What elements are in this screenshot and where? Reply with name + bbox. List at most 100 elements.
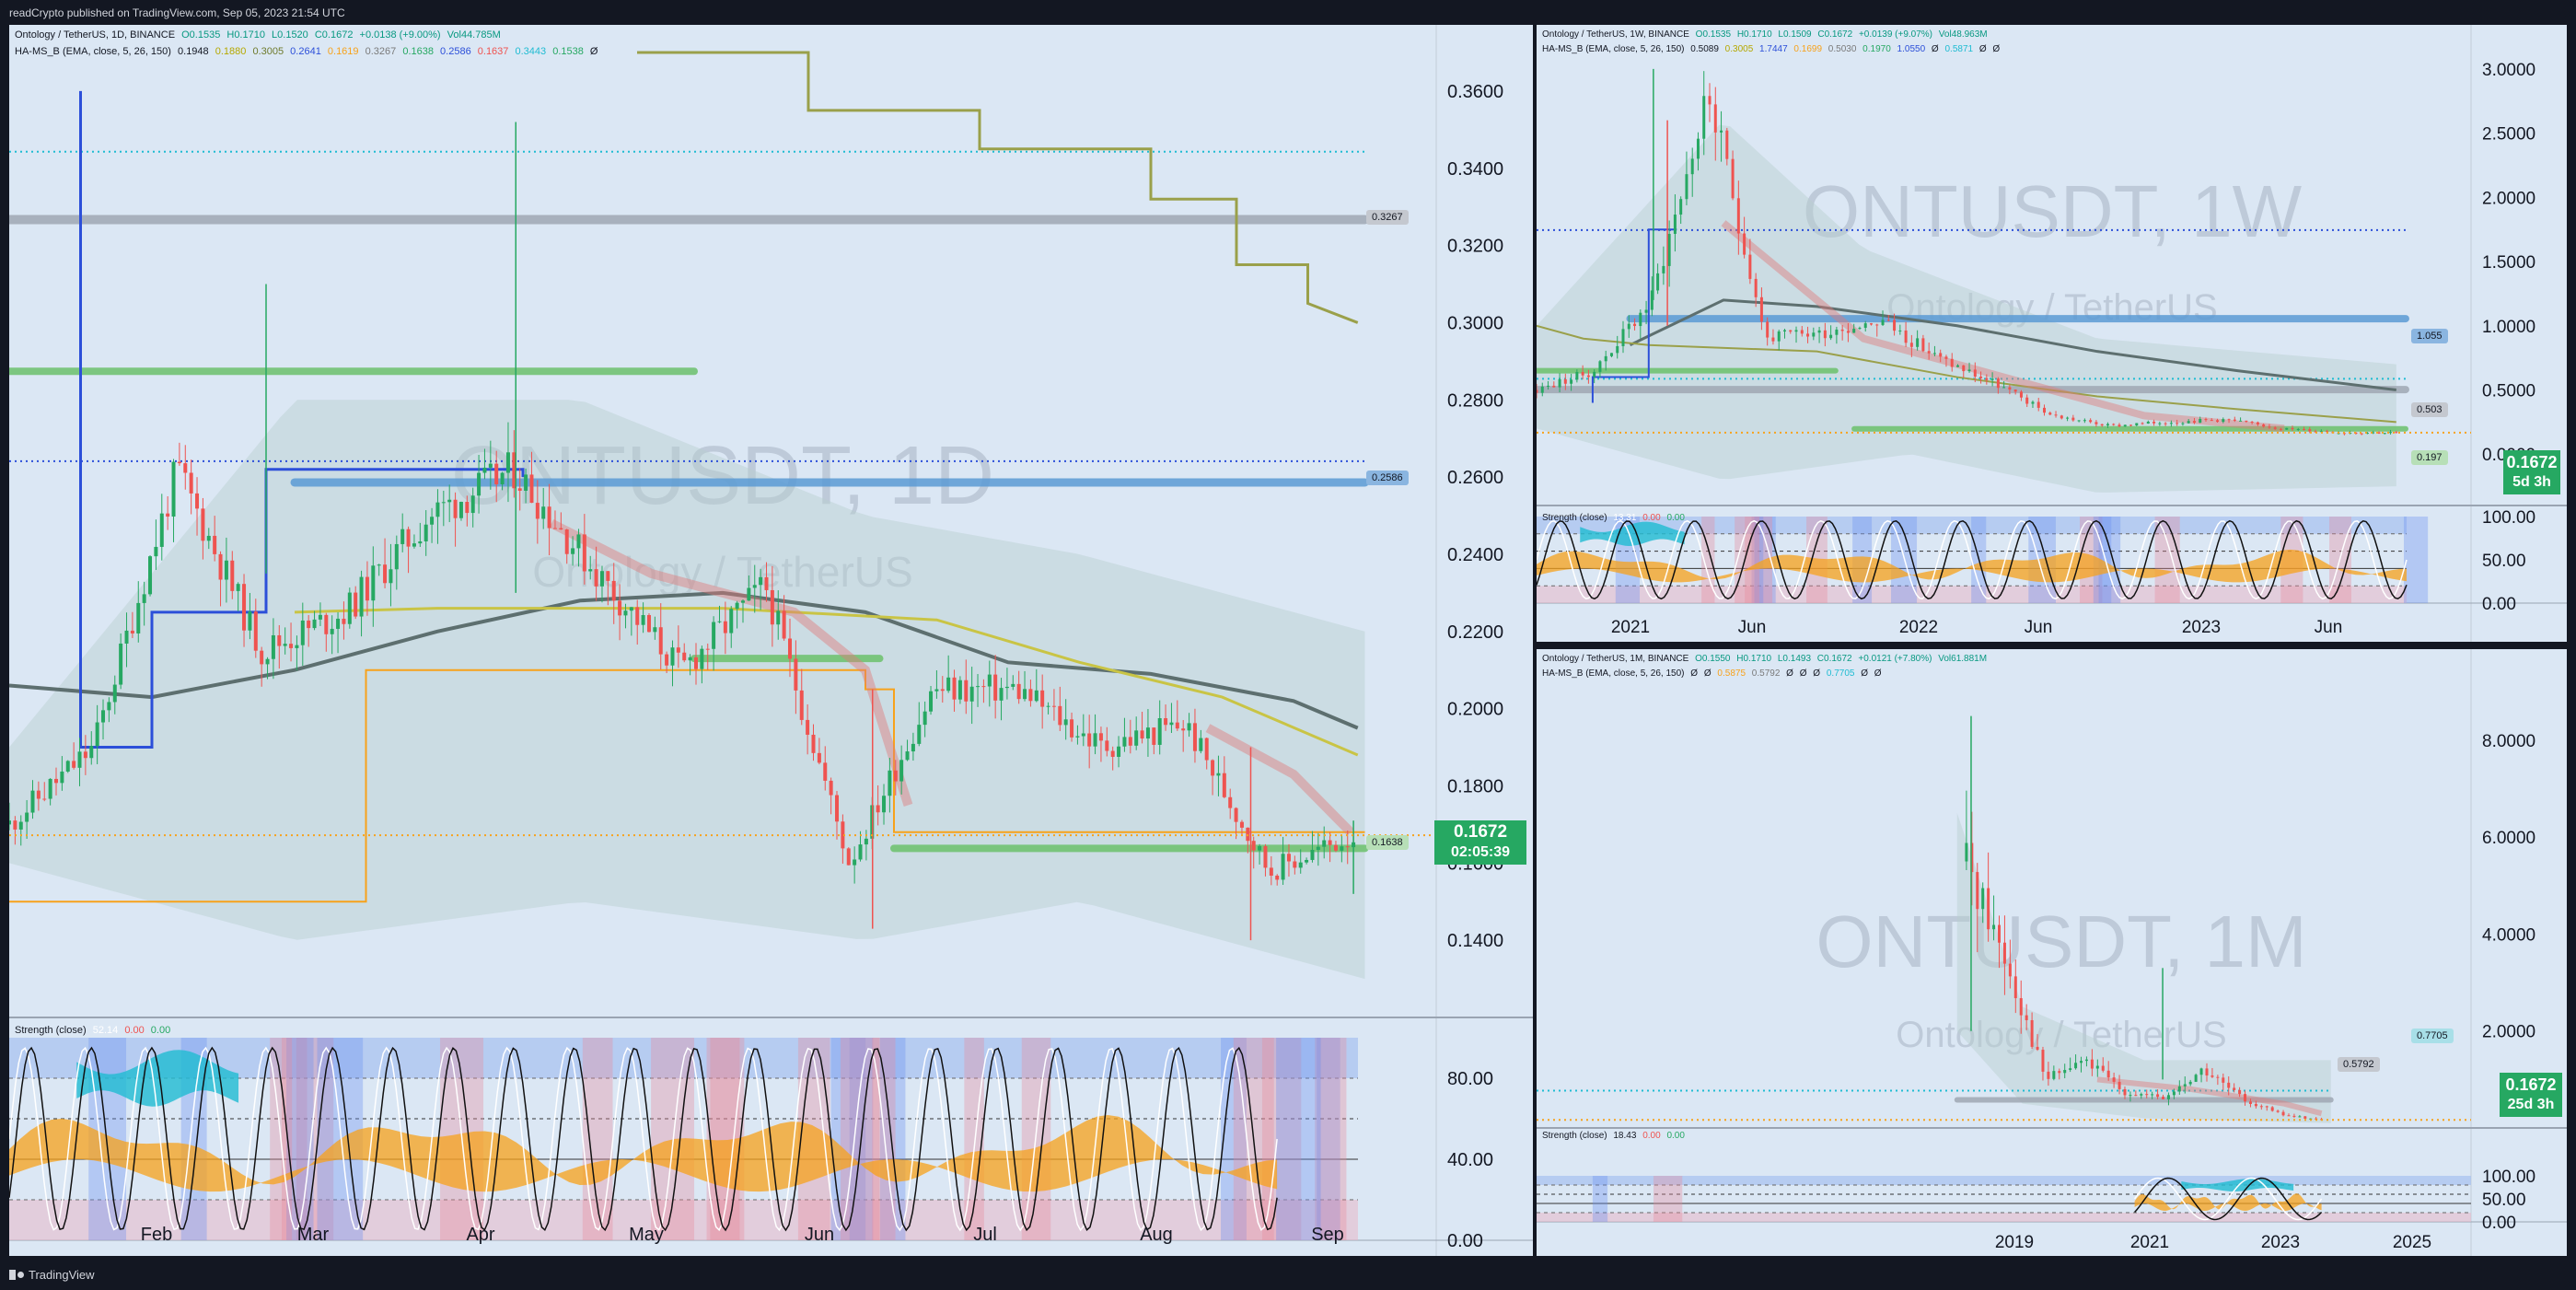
daily-countdown: 02:05:39: [1450, 844, 1511, 860]
weekly-time-tick: 2023: [2182, 618, 2221, 637]
weekly-candle-body: [2210, 420, 2213, 422]
monthly-candle-body: [2090, 1059, 2094, 1069]
daily-legend-high: H0.1710: [226, 29, 265, 41]
weekly-candle-body: [1794, 330, 1798, 332]
daily-candle-body: [77, 751, 82, 768]
weekly-candle-body: [2025, 397, 2029, 404]
monthly-candle-body: [2134, 1095, 2138, 1097]
daily-candle-body: [576, 534, 581, 549]
daily-last-price-tag: 0.1672 02:05:39: [1434, 820, 1526, 865]
monthly-candle-body: [2095, 1065, 2099, 1069]
daily-candle-body: [922, 711, 927, 726]
daily-price-tick: 0.3200: [1447, 237, 1503, 257]
daily-candle-body: [858, 844, 863, 860]
daily-candle-body: [688, 657, 692, 661]
weekly-candle-body: [1944, 356, 1948, 359]
weekly-candle-body: [1748, 254, 1752, 279]
daily-candle-body: [342, 618, 346, 624]
weekly-candle-body: [1563, 378, 1567, 384]
weekly-candle-body: [1789, 330, 1793, 332]
daily-ind-v8: 0.2586: [440, 46, 471, 57]
monthly-ind-v2: Ø: [1703, 668, 1712, 679]
daily-osc-tick: 40.00: [1447, 1150, 1493, 1170]
monthly-ind-v10: Ø: [1874, 668, 1882, 679]
weekly-candle-body: [2192, 421, 2196, 424]
weekly-candle-body: [2187, 421, 2190, 424]
daily-candle-body: [1340, 846, 1344, 851]
daily-candle-body: [9, 820, 11, 825]
daily-osc-v1: 52.14: [92, 1025, 119, 1036]
daily-candle-body: [1216, 773, 1221, 776]
daily-osc-ribbon-cyan: [76, 1050, 239, 1107]
daily-osc-title: Strength (close): [15, 1025, 87, 1036]
weekly-osc-signal-stripe: [2154, 517, 2180, 603]
daily-candle-body: [981, 686, 986, 688]
weekly-candle-body: [1558, 378, 1561, 388]
daily-candle-body: [524, 474, 528, 491]
weekly-legend-high: H0.1710: [1736, 29, 1772, 40]
daily-candle-body: [453, 499, 458, 518]
monthly-candle-body: [2210, 1075, 2214, 1077]
daily-candle-body: [1134, 730, 1139, 746]
daily-candle-body: [400, 529, 405, 544]
daily-candle-body: [441, 502, 446, 504]
daily-candle-body: [248, 611, 252, 631]
weekly-chart-panel[interactable]: ONTUSDT, 1W Ontology / TetherUS 3.0000 2.50…: [1537, 25, 2567, 642]
monthly-candle-body: [2112, 1077, 2116, 1082]
weekly-candle-body: [1650, 290, 1654, 310]
daily-candle-body: [201, 508, 205, 541]
weekly-candle-body: [2303, 428, 2306, 430]
weekly-candle-body: [2262, 424, 2266, 427]
monthly-price-tick: 8.0000: [2482, 732, 2535, 751]
monthly-time-tick: 2025: [2393, 1233, 2431, 1252]
weekly-candle-body: [1667, 233, 1671, 266]
daily-candle-body: [911, 743, 915, 752]
daily-candle-body: [853, 859, 857, 866]
daily-candle-body: [1281, 854, 1285, 880]
daily-candle-body: [623, 610, 628, 616]
weekly-candle-body: [2060, 415, 2063, 419]
daily-candle-body: [670, 647, 675, 666]
monthly-ind-v4: 0.5792: [1751, 668, 1781, 679]
weekly-candle-body: [1979, 376, 1983, 378]
monthly-chart-panel[interactable]: ONTUSDT, 1M Ontology / TetherUS 8.0000 6.00…: [1537, 649, 2567, 1256]
daily-candle-body: [54, 778, 59, 784]
daily-candle-body: [166, 513, 170, 517]
daily-candle-body: [394, 543, 399, 570]
monthly-ma-red: [2096, 1076, 2323, 1117]
monthly-candle-body: [2058, 1071, 2061, 1074]
daily-candle-body: [929, 691, 934, 712]
daily-legend-volume: Vol44.785M: [447, 29, 501, 41]
daily-ma-red: [549, 518, 913, 807]
daily-candle-body: [1246, 827, 1250, 842]
daily-candle-body: [154, 546, 158, 557]
daily-candle-body: [629, 607, 633, 611]
weekly-candle-body: [2199, 419, 2202, 424]
weekly-candle-body: [1754, 278, 1758, 297]
daily-legend-change: +0.0138 (+9.00%): [359, 29, 441, 41]
monthly-candle-body: [2074, 1063, 2078, 1069]
weekly-candle-body: [2273, 427, 2277, 429]
daily-chart-panel[interactable]: ONTUSDT, 1D Ontology / TetherUS 0.3600 0.34…: [9, 25, 1533, 1256]
daily-candle-body: [1023, 689, 1027, 700]
monthly-chart-canvas[interactable]: ONTUSDT, 1M Ontology / TetherUS 8.0000 6.00…: [1537, 649, 2567, 1256]
daily-candle-body: [260, 650, 264, 665]
tradingview-logo[interactable]: TradingView: [9, 1268, 95, 1282]
monthly-candle-body: [2244, 1094, 2247, 1102]
daily-candle-body: [1040, 690, 1045, 707]
daily-candle-body: [171, 461, 176, 517]
weekly-ind-v3: 1.7447: [1759, 44, 1788, 54]
daily-candle-body: [1058, 705, 1062, 726]
daily-candle-body: [18, 821, 23, 830]
daily-time-tick: Feb: [141, 1225, 172, 1245]
monthly-candle-body: [2106, 1070, 2110, 1078]
weekly-price-tick: 1.5000: [2482, 253, 2535, 273]
weekly-ind-v10: Ø: [1978, 44, 1987, 54]
daily-time-tick: Jul: [973, 1225, 997, 1245]
daily-candle-body: [271, 634, 275, 659]
daily-candle-body: [618, 600, 622, 616]
daily-candle-body: [1122, 737, 1127, 747]
weekly-level-label-2: 0.503: [2411, 402, 2448, 417]
